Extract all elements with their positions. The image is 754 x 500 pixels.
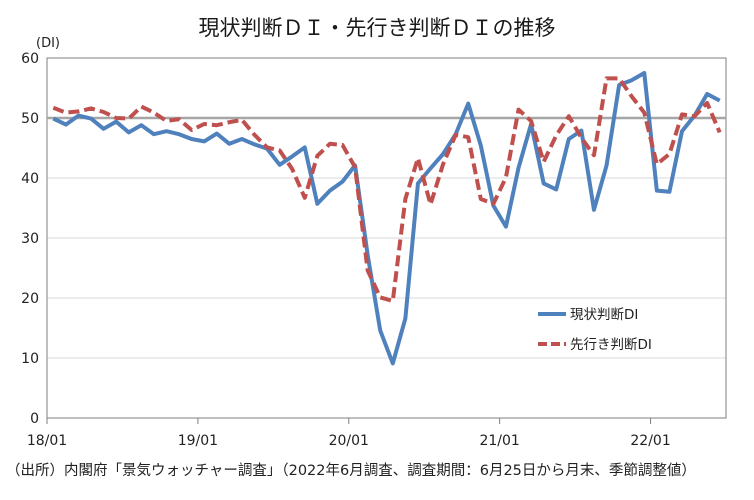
y-tick-label: 60 <box>21 51 39 67</box>
y-tick-label: 20 <box>21 291 39 307</box>
x-tick-label: 22/01 <box>630 433 670 449</box>
series-line-current <box>52 71 721 366</box>
x-tick-label: 21/01 <box>479 433 519 449</box>
x-tick-label: 18/01 <box>27 433 67 449</box>
series-line-outlook <box>52 76 722 303</box>
chart-title: 現状判断ＤＩ・先行き判断ＤＩの推移 <box>198 16 556 40</box>
x-tick-label: 20/01 <box>329 433 369 449</box>
y-tick-label: 10 <box>21 351 39 367</box>
y-axis-unit-label: (DI) <box>36 36 60 51</box>
legend-label: 先行き判断DI <box>570 337 652 353</box>
source-footnote: （出所）内閣府「景気ウォッチャー調査」（2022年6月調査、調査期間：6月25日… <box>6 463 696 479</box>
y-tick-label: 40 <box>21 171 39 187</box>
y-tick-label: 0 <box>30 411 39 427</box>
y-tick-label: 50 <box>21 111 39 127</box>
plot-border <box>46 57 727 419</box>
legend-label: 現状判断DI <box>570 307 638 323</box>
y-tick-label: 30 <box>21 231 39 247</box>
x-tick-label: 19/01 <box>178 433 218 449</box>
